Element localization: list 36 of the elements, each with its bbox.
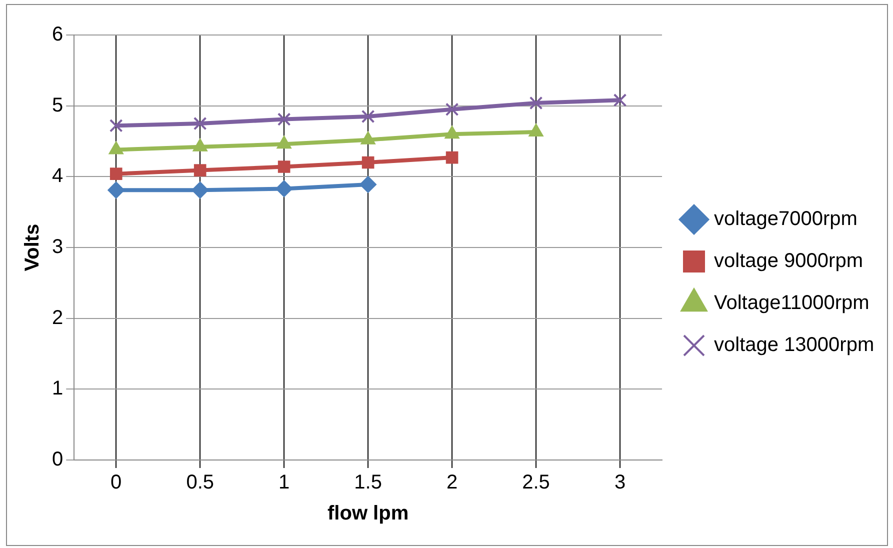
point bbox=[193, 116, 207, 130]
x-tick-label: 1 bbox=[278, 472, 290, 494]
y-tick-label: 3 bbox=[52, 236, 64, 258]
y-tick-label: 1 bbox=[52, 378, 64, 400]
point bbox=[360, 176, 377, 193]
y-axis-title: Volts bbox=[22, 224, 44, 272]
point bbox=[613, 94, 627, 107]
y-tick-label: 4 bbox=[52, 165, 64, 188]
point bbox=[192, 182, 209, 199]
point bbox=[446, 151, 458, 164]
point bbox=[276, 180, 293, 198]
point bbox=[445, 102, 459, 116]
point bbox=[361, 110, 375, 124]
y-tick-label: 2 bbox=[52, 306, 64, 329]
point bbox=[277, 112, 291, 126]
x-tick-label: 2.5 bbox=[522, 472, 550, 494]
legend-label: voltage 13000rpm bbox=[714, 334, 874, 356]
point bbox=[108, 182, 125, 199]
x-tick-label: 3 bbox=[614, 472, 626, 494]
y-tick-label: 5 bbox=[52, 94, 64, 116]
x-tick-label: 0 bbox=[110, 472, 122, 494]
y-tick-label: 6 bbox=[52, 24, 64, 46]
x-tick-label: 2 bbox=[446, 472, 458, 494]
legend-label: voltage 9000rpm bbox=[714, 250, 863, 272]
point bbox=[362, 156, 374, 169]
point bbox=[110, 168, 122, 180]
legend-label: Voltage11000rpm bbox=[714, 292, 870, 314]
point bbox=[278, 160, 290, 173]
point bbox=[529, 96, 543, 110]
point bbox=[194, 164, 206, 176]
x-tick-label: 1.5 bbox=[354, 472, 382, 494]
legend-label: voltage7000rpm bbox=[714, 208, 858, 230]
x-tick-label: 0.5 bbox=[186, 472, 214, 494]
x-axis-title: flow lpm bbox=[328, 502, 409, 525]
point bbox=[109, 119, 123, 132]
y-tick-label: 0 bbox=[52, 448, 64, 471]
